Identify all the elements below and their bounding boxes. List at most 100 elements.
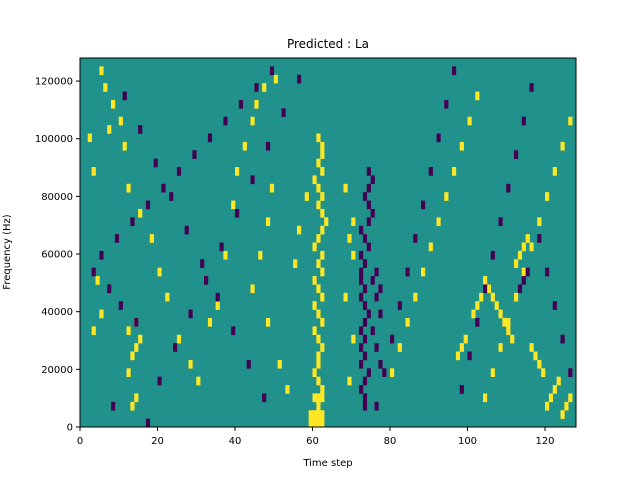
heatmap-cell-low (169, 192, 174, 201)
heatmap-cell-low (529, 83, 534, 92)
heatmap-cell-low (525, 267, 530, 277)
heatmap-cell-low (359, 385, 364, 394)
heatmap-cell-high (320, 250, 325, 260)
heatmap-cell-high (126, 183, 131, 193)
heatmap-cell-high (560, 410, 565, 419)
heatmap-cell-high (196, 376, 201, 386)
heatmap-cell-high (475, 91, 480, 101)
heatmap-cell-low (192, 150, 197, 159)
heatmap-cell-high (324, 217, 329, 227)
x-tick-label: 120 (535, 436, 554, 447)
heatmap-cell-high (273, 74, 278, 84)
heatmap-cell-high (126, 326, 131, 336)
heatmap-cell-low (560, 334, 565, 344)
heatmap-cell-low (297, 74, 302, 84)
heatmap-cell-high (490, 292, 495, 302)
x-tick-label: 100 (458, 436, 477, 447)
heatmap-cell-low (281, 108, 286, 118)
heatmap-cell-low (378, 309, 383, 319)
heatmap-cell-low (514, 150, 519, 159)
heatmap-cell-low (359, 267, 364, 277)
heatmap-cell-high (231, 200, 236, 210)
heatmap-cell-high (316, 259, 321, 268)
heatmap-cell-high (514, 259, 519, 268)
heatmap-cell-high (564, 401, 569, 411)
heatmap-cell-high (320, 393, 325, 403)
heatmap-cell-high (506, 317, 511, 327)
y-tick-label: 120000 (35, 77, 73, 88)
heatmap-cell-low (362, 234, 368, 243)
heatmap-cell-high (320, 292, 325, 302)
x-tick-label: 40 (229, 436, 242, 447)
heatmap-cell-high (506, 326, 511, 336)
heatmap-cell-low (204, 276, 209, 285)
heatmap-cell-high (316, 393, 321, 403)
heatmap-cell-high (250, 284, 255, 294)
heatmap-cell-high (130, 351, 135, 361)
heatmap-cell-low (378, 359, 383, 369)
plot-area (79, 57, 577, 428)
x-tick-label: 0 (77, 436, 83, 447)
heatmap-cell-high (207, 317, 213, 327)
heatmap-cell-low (490, 250, 495, 260)
heatmap-cell-high (320, 267, 325, 277)
heatmap-cell-low (498, 217, 503, 227)
heatmap-cell-low (188, 309, 193, 319)
heatmap-cell-high (502, 317, 507, 327)
heatmap-cell-high (413, 292, 418, 302)
heatmap-cell-high (312, 326, 317, 336)
heatmap-cell-low (521, 276, 526, 285)
heatmap-cell-low (238, 99, 244, 109)
heatmap-cell-low (382, 368, 387, 377)
heatmap-cell-low (362, 351, 368, 361)
heatmap-cell-low (235, 208, 240, 218)
heatmap-cell-low (269, 66, 275, 76)
heatmap-cell-high (529, 242, 534, 252)
heatmap-cell-high (316, 359, 321, 369)
heatmap-cell-low (359, 292, 364, 302)
heatmap-cell-high (475, 301, 480, 310)
heatmap-cell-low (362, 301, 368, 310)
heatmap-cell-high (266, 217, 271, 227)
heatmap-cell-high (297, 225, 302, 235)
heatmap-cell-low (552, 301, 557, 310)
heatmap-cell-low (366, 200, 371, 210)
heatmap-cell-high (405, 317, 410, 327)
heatmap-cell-low (359, 250, 364, 260)
heatmap-cell-high (316, 284, 321, 294)
heatmap-cell-low (545, 267, 550, 277)
heatmap-cell-high (258, 250, 263, 260)
heatmap-cell-low (421, 200, 426, 210)
heatmap-cell-low (506, 183, 511, 193)
heatmap-cell-low (114, 234, 120, 243)
heatmap-cell-low (444, 99, 449, 109)
heatmap-cell-low (262, 393, 267, 403)
heatmap-cell-low (370, 175, 375, 185)
heatmap-cell-low (366, 368, 371, 377)
heatmap-cell-low (366, 167, 371, 176)
heatmap-cell-low (374, 401, 379, 411)
heatmap-cell-high (91, 167, 96, 176)
heatmap-cell-low (362, 334, 368, 344)
heatmap-cell-high (312, 242, 317, 252)
heatmap-cell-high (312, 418, 317, 428)
heatmap-cell-low (176, 167, 182, 176)
heatmap-cell-high (548, 393, 554, 403)
heatmap-cell-low (359, 359, 364, 369)
heatmap-cell-high (138, 334, 143, 344)
heatmap-cell-high (316, 351, 321, 361)
heatmap-cell-high (312, 368, 317, 377)
heatmap-cell-low (118, 301, 123, 310)
heatmap-cell-high (517, 250, 523, 260)
heatmap-cell-high (130, 401, 135, 411)
heatmap-cell-low (359, 276, 364, 285)
heatmap-cell-high (122, 141, 127, 151)
heatmap-cell-high (316, 309, 321, 319)
heatmap-cell-high (254, 99, 259, 109)
heatmap-cell-high (347, 234, 352, 243)
heatmap-background (80, 58, 576, 427)
heatmap-cell-low (231, 326, 236, 336)
y-tick-label: 100000 (35, 134, 73, 145)
heatmap-cell-high (444, 192, 449, 201)
